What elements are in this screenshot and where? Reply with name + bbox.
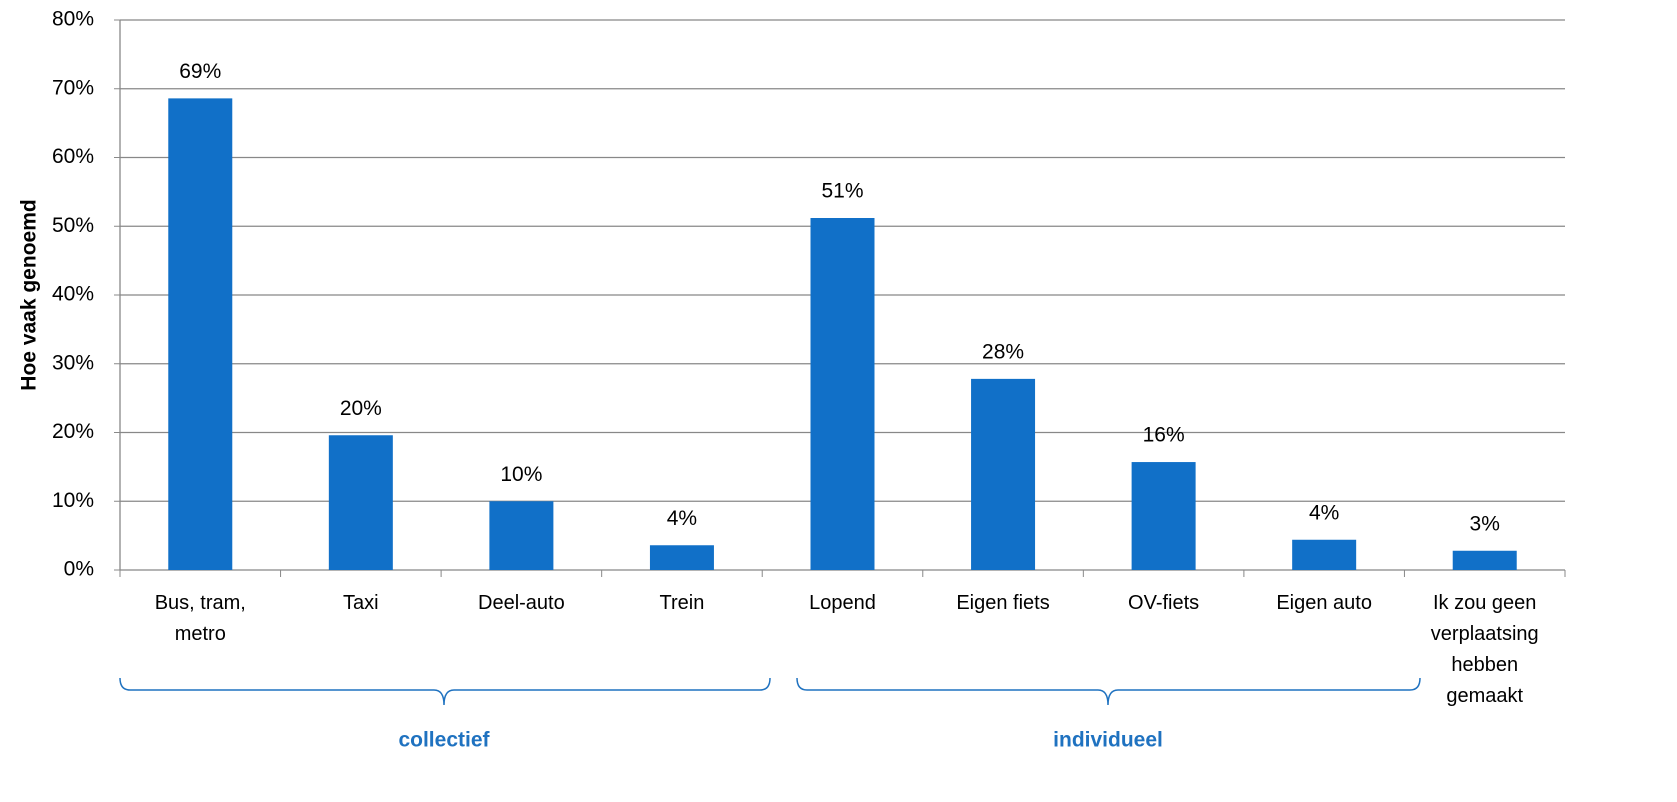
value-label: 28% [982, 340, 1024, 363]
bar [810, 218, 875, 570]
y-tick-label: 10% [52, 489, 94, 512]
bar [649, 545, 714, 570]
bar [328, 435, 393, 570]
group-brace [119, 677, 771, 706]
value-label: 4% [1309, 501, 1339, 524]
bar [1452, 550, 1517, 570]
y-tick-label: 60% [52, 145, 94, 168]
x-tick-label: Lopend [809, 592, 876, 614]
bar [489, 501, 554, 570]
x-tick-label: Bus, tram, metro [154, 592, 246, 645]
y-axis-title: Hoe vaak genoemd [18, 199, 41, 390]
x-tick-label: Eigen auto [1276, 592, 1372, 614]
value-label: 16% [1143, 424, 1185, 447]
y-tick-label: 40% [52, 283, 94, 306]
value-label: 20% [340, 397, 382, 420]
bar [168, 98, 233, 570]
value-label: 69% [179, 60, 221, 83]
x-tick-label: Trein [659, 592, 705, 614]
value-label: 4% [667, 507, 697, 530]
bar [1292, 539, 1357, 570]
y-tick-label: 70% [52, 76, 94, 99]
bar [1131, 462, 1196, 570]
value-label: 3% [1470, 512, 1500, 535]
y-tick-label: 80% [52, 8, 94, 31]
value-label: 51% [821, 180, 863, 203]
group-brace [796, 677, 1421, 706]
y-tick-label: 20% [52, 420, 94, 443]
group-label: collectief [398, 729, 490, 752]
x-tick-label: Taxi [343, 592, 379, 614]
y-tick-label: 30% [52, 351, 94, 374]
bar [971, 378, 1036, 570]
x-tick-label: Ik zou geen verplaatsing hebben gemaakt [1430, 592, 1539, 707]
x-tick-label: Eigen fiets [956, 592, 1050, 614]
x-tick-label: OV-fiets [1128, 592, 1200, 614]
y-tick-label: 50% [52, 214, 94, 237]
value-label: 10% [500, 463, 542, 486]
y-tick-label: 0% [64, 558, 94, 581]
group-label: individueel [1053, 729, 1163, 752]
x-tick-label: Deel-auto [478, 592, 565, 614]
